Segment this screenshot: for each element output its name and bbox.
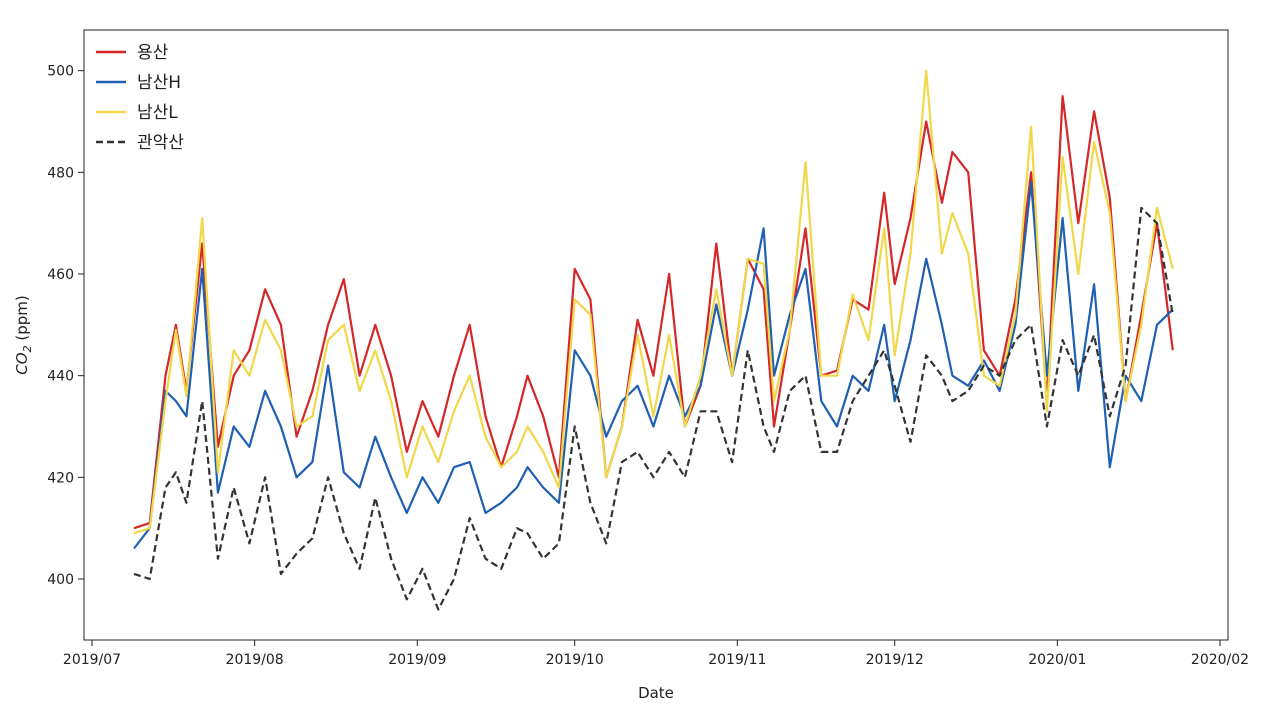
x-tick-label: 2020/01 xyxy=(1028,652,1086,668)
y-tick-label: 460 xyxy=(47,267,74,283)
y-tick-label: 480 xyxy=(47,165,74,181)
x-tick-label: 2019/10 xyxy=(546,652,604,668)
y-tick-label: 440 xyxy=(47,369,74,385)
x-tick-label: 2019/07 xyxy=(63,652,121,668)
x-axis-label: Date xyxy=(638,684,674,702)
series-line-1 xyxy=(133,95,1174,530)
y-axis: 400 420 440 460 480 500 xyxy=(47,64,84,588)
x-tick-label: 2019/12 xyxy=(866,652,924,668)
series-layer xyxy=(133,69,1174,611)
y-axis-label-main: CO xyxy=(13,352,31,374)
x-tick-label: 2019/11 xyxy=(708,652,766,668)
y-tick-label: 400 xyxy=(47,572,74,588)
legend-label-1: 용산 xyxy=(137,43,169,63)
y-axis-label-sub: 2 xyxy=(21,345,34,352)
series-line-2 xyxy=(133,181,1174,550)
y-tick-label: 420 xyxy=(47,470,74,486)
x-tick-label: 2020/02 xyxy=(1191,652,1249,668)
plot-area xyxy=(83,29,1229,641)
y-axis-label: CO2 (ppm) xyxy=(13,295,34,374)
legend-label-4: 관악산 xyxy=(137,133,184,153)
x-axis: 2019/07 2019/08 2019/09 2019/10 2019/11 2019/… xyxy=(63,640,1249,668)
y-tick-label: 500 xyxy=(47,64,74,80)
y-axis-label-unit: (ppm) xyxy=(13,295,31,345)
legend-label-2: 남산H xyxy=(137,73,181,93)
legend-label-3: 남산L xyxy=(137,103,178,123)
x-tick-label: 2019/09 xyxy=(388,652,446,668)
series-line-3 xyxy=(133,69,1174,535)
series-line-4 xyxy=(133,206,1174,611)
x-tick-label: 2019/08 xyxy=(226,652,284,668)
